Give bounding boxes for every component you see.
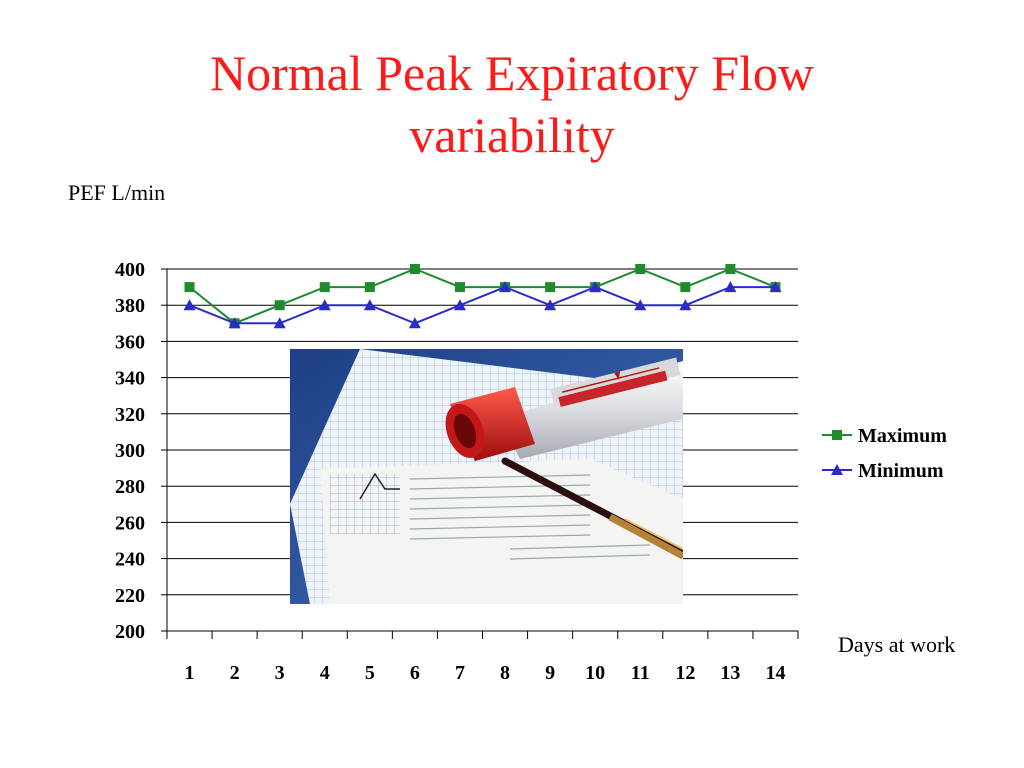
data-point-maximum xyxy=(319,282,330,293)
x-tick-label: 11 xyxy=(631,662,650,684)
title-line-2: variability xyxy=(409,107,615,163)
data-point-minimum xyxy=(769,281,782,293)
legend-label: Maximum xyxy=(858,425,947,447)
data-point-maximum xyxy=(274,300,285,311)
data-point-maximum xyxy=(545,282,556,293)
y-tick-label: 300 xyxy=(115,440,145,462)
x-tick-label: 2 xyxy=(230,662,240,684)
data-point-maximum xyxy=(364,282,375,293)
legend-label: Minimum xyxy=(858,460,944,482)
y-axis-label: PEF L/min xyxy=(68,180,166,205)
x-tick-label: 8 xyxy=(500,662,510,684)
data-point-maximum xyxy=(635,264,646,274)
x-tick-label: 10 xyxy=(585,662,605,684)
data-point-minimum xyxy=(589,281,602,293)
series-line-maximum xyxy=(188,267,776,325)
data-point-minimum xyxy=(544,299,557,311)
data-point-maximum xyxy=(184,282,195,293)
data-point-maximum xyxy=(409,264,420,274)
data-point-minimum xyxy=(228,317,241,329)
data-point-minimum xyxy=(499,281,512,293)
title-line-1: Normal Peak Expiratory Flow xyxy=(209,45,815,101)
data-point-minimum xyxy=(453,299,466,311)
x-tick-label: 4 xyxy=(320,662,330,684)
data-point-minimum xyxy=(273,317,286,329)
x-tick-label: 13 xyxy=(720,662,740,684)
y-tick-label: 260 xyxy=(115,512,145,534)
data-point-maximum xyxy=(454,282,465,293)
x-tick-label: 5 xyxy=(365,662,375,684)
chart-title: Normal Peak Expiratory Flow variability xyxy=(0,42,1024,166)
x-axis-label: Days at work xyxy=(838,632,956,657)
data-point-minimum xyxy=(634,299,647,311)
data-point-minimum xyxy=(679,299,692,311)
y-tick-label: 400 xyxy=(115,259,145,281)
data-point-maximum xyxy=(725,264,736,274)
y-tick-label: 320 xyxy=(115,404,145,426)
y-tick-label: 340 xyxy=(115,368,145,390)
data-point-minimum xyxy=(408,317,421,329)
data-point-minimum xyxy=(363,299,376,311)
x-tick-label: 14 xyxy=(765,662,785,684)
x-tick-label: 3 xyxy=(275,662,285,684)
x-tick-label: 9 xyxy=(545,662,555,684)
peak-flow-meter-photo xyxy=(290,349,683,604)
x-tick-label: 1 xyxy=(185,662,195,684)
data-point-minimum xyxy=(318,299,331,311)
y-tick-label: 220 xyxy=(115,585,145,607)
y-tick-label: 280 xyxy=(115,476,145,498)
data-point-minimum xyxy=(183,299,196,311)
legend-marker xyxy=(832,430,842,440)
x-tick-label: 12 xyxy=(675,662,695,684)
series-line-minimum xyxy=(189,286,776,325)
data-point-maximum xyxy=(680,282,691,293)
x-tick-label: 7 xyxy=(455,662,465,684)
y-tick-label: 240 xyxy=(115,549,145,571)
y-tick-label: 360 xyxy=(115,331,145,353)
y-tick-label: 200 xyxy=(115,621,145,643)
data-point-minimum xyxy=(724,281,737,293)
legend-marker xyxy=(831,464,843,475)
y-tick-label: 380 xyxy=(115,295,145,317)
x-tick-label: 6 xyxy=(410,662,420,684)
